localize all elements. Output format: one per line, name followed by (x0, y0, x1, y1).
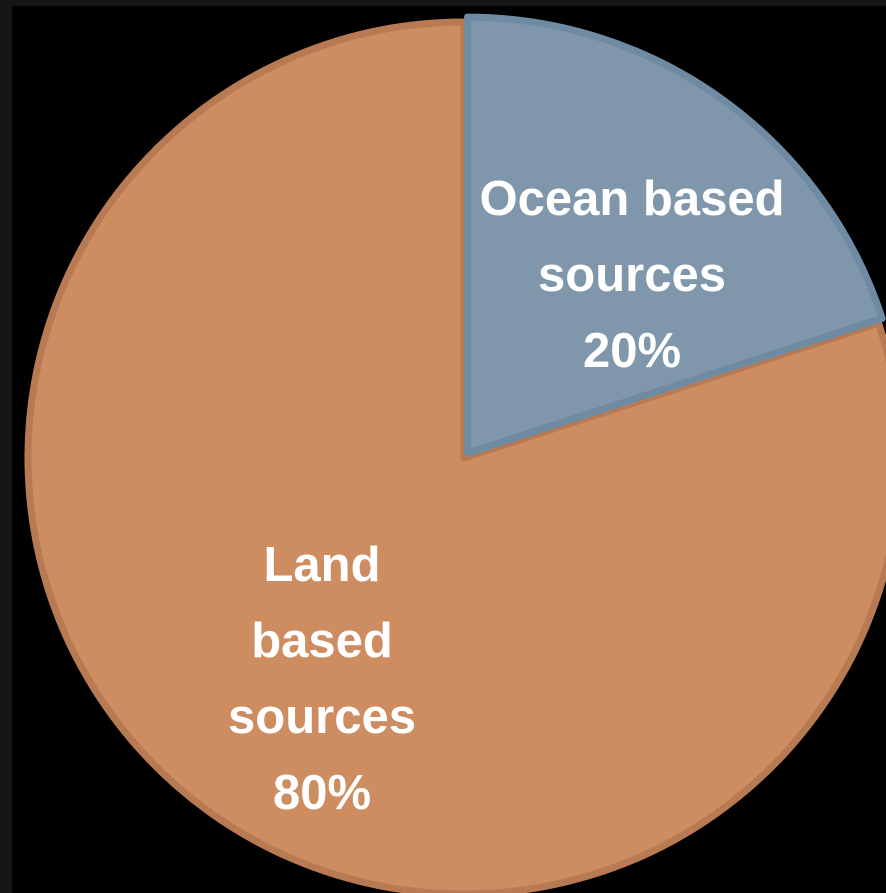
pie-slice-0 (464, 13, 886, 457)
slice-label-1-line-3: 80% (273, 766, 371, 820)
slice-label-0-line-0: Ocean based (479, 172, 784, 226)
slice-label-0: Ocean based sources 20% (479, 172, 784, 378)
slice-label-1: Land based sources 80% (228, 538, 416, 820)
slice-label-0-line-1: sources (538, 248, 726, 302)
slice-label-1-line-0: Land (263, 538, 380, 592)
slice-label-1-line-2: sources (228, 690, 416, 744)
slice-label-1-line-1: based (251, 614, 393, 668)
pie-slice-1 (24, 18, 886, 893)
slice-label-0-line-2: 20% (583, 324, 681, 378)
pie-chart-svg: Ocean based sources 20% Land based sources 80% (24, 13, 886, 893)
